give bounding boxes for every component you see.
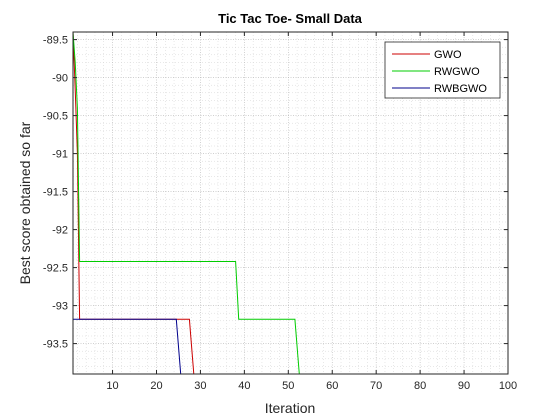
y-axis-label: Best score obtained so far [17, 121, 33, 284]
x-tick-label: 70 [370, 380, 382, 392]
y-tick-label: -91 [52, 149, 68, 161]
legend: GWO RWGWO RWBGWO [385, 42, 500, 98]
y-tick-label: -93 [52, 301, 68, 313]
y-tick-label: -90.5 [43, 111, 68, 123]
y-tick-label: -93.5 [43, 339, 68, 351]
x-tick-label: 60 [326, 380, 338, 392]
y-tick-label: -90 [52, 73, 68, 85]
x-tick-label: 50 [282, 380, 294, 392]
x-tick-label: 100 [499, 380, 517, 392]
legend-label-rwbgwo: RWBGWO [434, 83, 487, 95]
x-tick-label: 30 [194, 380, 206, 392]
x-tick-label: 90 [458, 380, 470, 392]
x-tick-label: 20 [150, 380, 162, 392]
x-axis-label: Iteration [265, 400, 316, 416]
x-tick-label: 10 [106, 380, 118, 392]
chart-title: Tic Tac Toe- Small Data [218, 11, 363, 26]
y-tick-label: -91.5 [43, 187, 68, 199]
y-tick-label: -92.5 [43, 263, 68, 275]
legend-label-rwgwo: RWGWO [434, 66, 480, 78]
y-tick-label: -92 [52, 225, 68, 237]
y-tick-label: -89.5 [43, 35, 68, 47]
x-tick-label: 40 [238, 380, 250, 392]
legend-label-gwo: GWO [434, 49, 462, 61]
x-tick-label: 80 [414, 380, 426, 392]
